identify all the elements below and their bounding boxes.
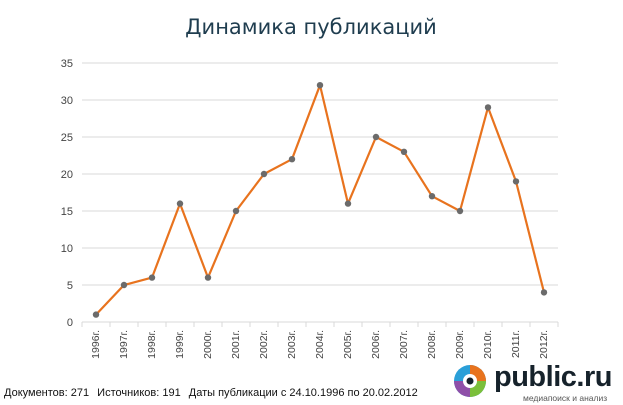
x-tick-label: 2010г. bbox=[482, 330, 494, 359]
x-tick-label: 2005г. bbox=[342, 330, 354, 359]
data-point bbox=[176, 200, 184, 207]
logo-text: public.ru bbox=[494, 361, 612, 393]
documents-count: Документов: 271 bbox=[4, 387, 90, 399]
x-tick-label: 1996г. bbox=[90, 330, 102, 359]
chart: Динамика публикаций 0 5 10 15 20 25 30 35 1996г… bbox=[61, 15, 559, 359]
y-tick-label: 0 bbox=[67, 317, 73, 329]
data-point bbox=[400, 148, 408, 155]
x-tick-label: 2000г. bbox=[202, 330, 214, 359]
y-tick-label: 30 bbox=[61, 95, 73, 107]
data-point bbox=[120, 281, 128, 289]
grid-lines bbox=[82, 62, 558, 323]
data-point bbox=[288, 156, 296, 163]
public-ru-logo[interactable]: public.ru медиапоиск и анализ bbox=[448, 360, 620, 404]
x-tick-label: 2002г. bbox=[258, 330, 270, 359]
x-tick-label: 2006г. bbox=[370, 330, 382, 359]
logo-tagline: медиапоиск и анализ bbox=[523, 393, 608, 403]
x-tick-label: 2012г. bbox=[538, 330, 550, 359]
data-point bbox=[260, 170, 268, 178]
data-point bbox=[512, 178, 520, 185]
y-tick-label: 25 bbox=[61, 132, 73, 144]
data-point bbox=[92, 311, 100, 318]
y-tick-label: 10 bbox=[61, 243, 73, 255]
x-tick-label: 2007г. bbox=[398, 330, 410, 359]
public-ru-logo-icon bbox=[454, 365, 486, 397]
y-tick-label: 15 bbox=[61, 206, 73, 218]
data-point bbox=[232, 207, 240, 215]
series-line bbox=[95, 84, 546, 316]
y-tick-label: 20 bbox=[61, 169, 73, 181]
series-publications bbox=[92, 82, 548, 318]
footer-stats: Документов: 271 Источников: 191 Даты пуб… bbox=[4, 387, 423, 399]
x-tick-label: 2004г. bbox=[314, 330, 326, 359]
y-tick-label: 35 bbox=[61, 58, 73, 70]
x-tick-label: 1998г. bbox=[146, 330, 158, 359]
data-point bbox=[316, 82, 324, 89]
data-point bbox=[484, 104, 492, 111]
x-tick-label: 2003г. bbox=[286, 330, 298, 359]
x-tick-label: 2011г. bbox=[510, 330, 522, 358]
sources-count: Источников: 191 bbox=[97, 387, 181, 399]
data-point bbox=[428, 193, 436, 200]
x-tick-label: 2001г. bbox=[230, 330, 242, 359]
data-point bbox=[148, 274, 156, 281]
data-point bbox=[344, 200, 352, 207]
x-tick-label: 1999г. bbox=[174, 330, 186, 359]
publication-dates: Даты публикации с 24.10.1996 по 20.02.20… bbox=[188, 387, 418, 399]
data-point bbox=[456, 207, 464, 215]
y-tick-label: 5 bbox=[67, 280, 73, 292]
data-point bbox=[540, 289, 548, 296]
chart-title: Динамика публикаций bbox=[185, 15, 437, 39]
x-tick-label: 1997г. bbox=[118, 330, 130, 359]
data-point bbox=[204, 274, 212, 281]
y-axis-ticks: 0 5 10 15 20 25 30 35 bbox=[61, 58, 73, 329]
x-tick-label: 2008г. bbox=[426, 330, 438, 359]
data-point bbox=[372, 133, 380, 141]
x-axis-ticks: 1996г. 1997г. 1998г. 1999г. 2000г. 2001г. 2002… bbox=[81, 322, 559, 359]
x-tick-label: 2009г. bbox=[454, 330, 466, 359]
